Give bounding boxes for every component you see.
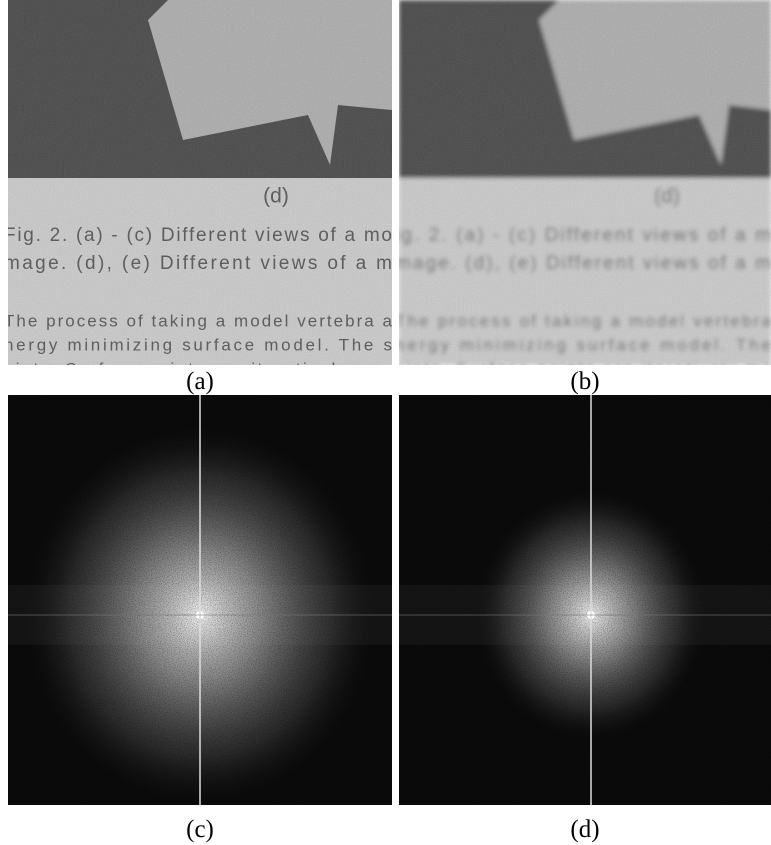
image-panel: (d)Fig. 2. (a) - (c) Different views of … <box>4 0 393 378</box>
image-panel <box>399 395 771 805</box>
panel-label: (c) <box>186 816 214 843</box>
panel-label: (a) <box>186 368 214 395</box>
noise <box>399 0 771 365</box>
figure: (d)Fig. 2. (a) - (c) Different views of … <box>0 0 771 845</box>
image-panel: (d)ig. 2. (a) - (c) Different views of a… <box>395 0 771 378</box>
panel-label: (d) <box>570 816 599 843</box>
noise <box>8 0 392 365</box>
image-panel <box>8 395 392 805</box>
speckle <box>399 395 771 805</box>
panel-label: (b) <box>570 368 599 395</box>
